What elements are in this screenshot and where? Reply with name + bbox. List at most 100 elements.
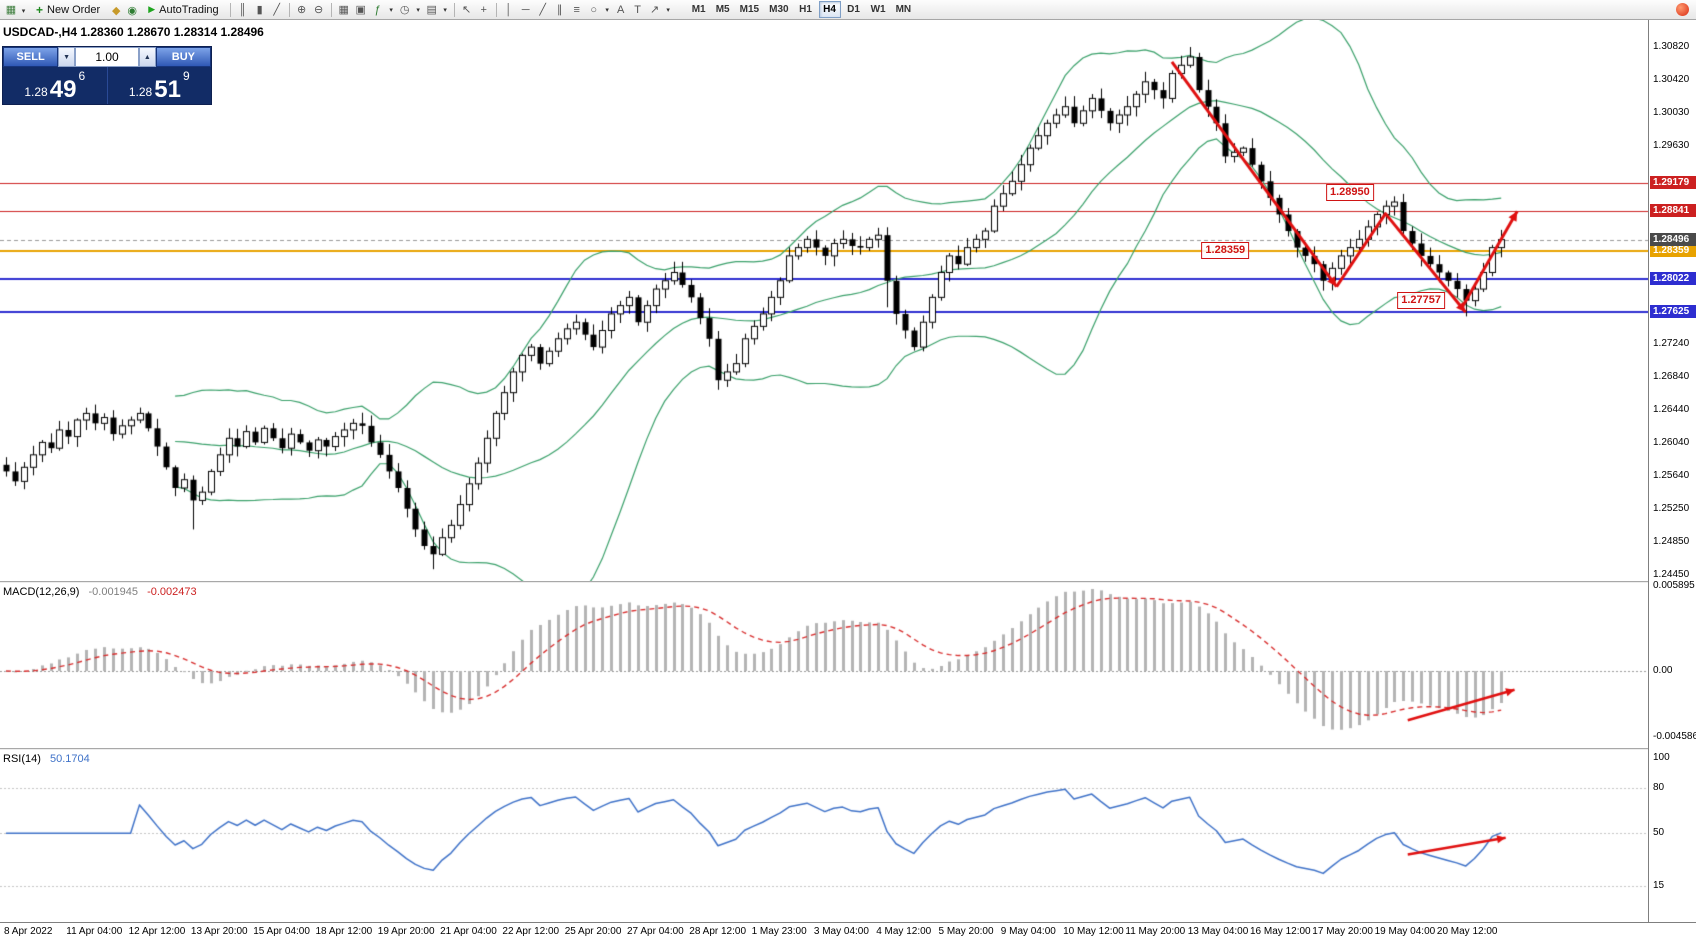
time-axis-label: 3 May 04:00 (813, 926, 869, 937)
timeframe-w1[interactable]: W1 (867, 1, 890, 18)
cursor-icon[interactable]: ↖ (462, 4, 472, 16)
macd-scale-label: 0.00 (1653, 665, 1673, 676)
price-tick: 1.24850 (1653, 535, 1690, 547)
crosshair-icon[interactable]: + (480, 3, 487, 16)
time-axis-label: 18 Apr 12:00 (315, 926, 373, 937)
sell-price-prefix: 1.28 (24, 85, 48, 99)
trade-controls-row: SELL ▼ ▲ BUY (3, 47, 211, 67)
volume-decrease-button[interactable]: ▼ (58, 47, 75, 67)
time-axis-label: 13 May 04:00 (1187, 926, 1249, 937)
one-click-trading-panel: SELL ▼ ▲ BUY 1.28 49 6 1.28 51 9 (2, 46, 212, 105)
macd-indicator-label: MACD(12,26,9) -0.001945 -0.002473 (3, 586, 203, 598)
rsi-scale-label: 15 (1653, 880, 1665, 892)
line-chart-icon[interactable]: ╱ (273, 4, 280, 16)
vertical-line-icon[interactable]: │ (505, 3, 513, 16)
tile-windows-icon[interactable]: ▦ (338, 4, 349, 16)
time-axis-label: 13 Apr 20:00 (190, 926, 248, 937)
price-tick: 1.26840 (1653, 370, 1690, 382)
templates-dropdown-icon[interactable]: ▾ (443, 6, 447, 14)
time-axis-label: 28 Apr 12:00 (689, 926, 747, 937)
price-tick: 1.26440 (1653, 404, 1690, 416)
timeframe-m15[interactable]: M15 (736, 1, 763, 18)
arrows-icon[interactable]: ↗ (650, 4, 660, 16)
indicators-dropdown-icon[interactable]: ▾ (389, 6, 393, 14)
price-scale[interactable]: 1.30820 1.30420 1.30030 1.29630 1.27240 1.268… (1648, 20, 1696, 941)
volume-input[interactable] (75, 47, 139, 67)
rsi-panel-splitter[interactable] (0, 748, 1696, 750)
market-watch-icon[interactable]: ◉ (127, 4, 137, 17)
text-icon[interactable]: A (616, 3, 625, 16)
candlestick-chart-icon[interactable]: ▮ (256, 4, 263, 16)
chart-icons-group: ▦ ▾ (3, 0, 28, 19)
time-axis-label: 5 May 20:00 (938, 926, 994, 937)
metaquotes-logo-icon (1676, 3, 1689, 16)
price-callout[interactable]: 1.28359 (1201, 242, 1250, 259)
fibonacci-retracement-icon[interactable]: ≡ (573, 3, 580, 16)
price-tick: 1.29630 (1653, 139, 1690, 151)
terminal-icons-group: ◆ ◉ (108, 1, 140, 19)
time-axis-label: 12 Apr 12:00 (128, 926, 186, 937)
time-axis-label: 15 Apr 04:00 (253, 926, 310, 937)
chart-profiles-icon[interactable]: ◆ (111, 4, 121, 17)
zoom-in-icon[interactable]: ⊕ (297, 4, 307, 16)
periods-icon[interactable]: ◷ (399, 4, 410, 16)
periods-dropdown-icon[interactable]: ▾ (416, 6, 420, 14)
price-tick: 1.30030 (1653, 106, 1690, 118)
current-price-label: 1.28496 (1650, 232, 1696, 246)
price-callout[interactable]: 1.27757 (1397, 291, 1445, 309)
text-label-icon[interactable]: T (634, 3, 642, 16)
sell-button[interactable]: SELL (3, 47, 59, 67)
macd-signal-value: -0.002473 (147, 586, 197, 598)
sell-price-pipette: 6 (78, 69, 86, 83)
templates-icon[interactable]: ▤ (426, 4, 437, 16)
new-chart-dropdown-icon[interactable]: ▾ (21, 8, 26, 15)
timeframe-mn[interactable]: MN (892, 1, 916, 18)
shapes-icon[interactable]: ○ (590, 3, 597, 16)
main-chart-canvas[interactable] (0, 20, 1648, 581)
timeframe-m5[interactable]: M5 (712, 1, 734, 18)
sell-price[interactable]: 1.28 49 6 (3, 67, 107, 104)
time-axis-label: 8 Apr 2022 (4, 926, 53, 937)
trendline-icon[interactable]: ╱ (539, 4, 546, 16)
time-axis[interactable]: 8 Apr 2022 11 Apr 04:00 12 Apr 12:00 13 Apr… (0, 922, 1696, 941)
arrange-windows-icon[interactable]: ▣ (355, 4, 366, 16)
new-chart-icon[interactable]: ▦ (5, 4, 17, 16)
rsi-value: 50.1704 (49, 753, 90, 765)
new-order-label: New Order (47, 3, 101, 16)
volume-increase-button[interactable]: ▲ (139, 47, 156, 67)
rsi-panel-canvas[interactable] (0, 750, 1648, 922)
timeframe-d1[interactable]: D1 (843, 1, 865, 18)
autotrading-label: AutoTrading (159, 3, 219, 16)
toolbar-separator (229, 2, 231, 17)
buy-button[interactable]: BUY (155, 47, 211, 67)
shapes-dropdown-icon[interactable]: ▾ (605, 6, 609, 14)
indicators-icon[interactable]: ƒ (374, 3, 381, 16)
toolbar-separator (330, 2, 332, 17)
toolbar-separator (495, 2, 497, 17)
macd-panel-canvas[interactable] (0, 583, 1648, 748)
buy-price[interactable]: 1.28 51 9 (106, 67, 212, 104)
drawing-tools-group: ║ ▮ ╱ ⊕ ⊖ ▦ ▣ ƒ ▾ ◷ ▾ ▤ ▾ ↖ + │ ─ ╱ ∥ ≡ ○ ▾ A T ↗ ▾ (227, 2, 673, 18)
horizontal-line-icon[interactable]: ─ (521, 3, 530, 16)
rsi-scale-label: 100 (1653, 751, 1670, 763)
price-tick: 1.25640 (1653, 470, 1690, 482)
timeframe-m1[interactable]: M1 (688, 1, 710, 18)
rsi-scale-label: 50 (1653, 827, 1665, 839)
equidistant-channel-icon[interactable]: ∥ (556, 4, 563, 16)
time-axis-label: 25 Apr 20:00 (564, 926, 622, 937)
zoom-out-icon[interactable]: ⊖ (314, 4, 324, 16)
timeframe-h1[interactable]: H1 (795, 1, 817, 18)
autotrading-button[interactable]: ▶ AutoTrading (141, 1, 225, 19)
arrows-dropdown-icon[interactable]: ▾ (666, 6, 670, 14)
price-tick: 1.30820 (1653, 41, 1690, 53)
bar-chart-icon[interactable]: ║ (238, 3, 247, 16)
price-level-label: 1.28022 (1650, 271, 1696, 285)
macd-panel-splitter[interactable] (0, 581, 1696, 583)
timeframe-m30[interactable]: M30 (765, 1, 792, 18)
time-axis-label: 11 Apr 04:00 (66, 926, 123, 937)
price-callout[interactable]: 1.28950 (1326, 183, 1374, 201)
timeframe-h4[interactable]: H4 (818, 1, 841, 18)
new-order-button[interactable]: + New Order (29, 1, 107, 19)
time-axis-label: 4 May 12:00 (876, 926, 932, 937)
